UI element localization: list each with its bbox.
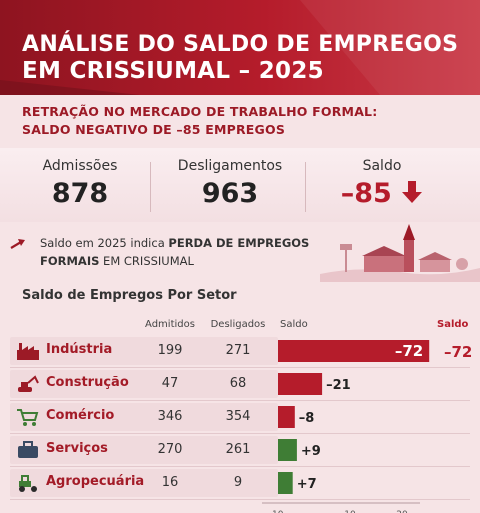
saldo-bar [278,472,293,494]
kpi-desligamentos-label: Desligamentos [177,158,283,174]
table-row [10,436,278,464]
table-row [10,337,278,365]
town-illustration [320,224,480,282]
briefcase-icon [16,440,40,460]
kpi-saldo: Saldo –85 [322,158,442,209]
column-header-desligados: Desligados [210,319,266,330]
subtitle-line-2: SALDO NEGATIVO DE –85 EMPREGOS [22,122,286,137]
saldo-value-label: –21 [326,378,351,393]
kpi-divider [150,162,151,212]
kpi-saldo-label: Saldo [362,158,402,174]
factory-icon [16,341,40,361]
table-row [10,469,278,497]
saldo-value-label: –72 [395,342,423,360]
kpi-admissoes-label: Admissões [42,158,118,174]
chart-title: Saldo de Empregos Por Setor [22,288,237,303]
cart-icon [16,407,40,427]
sector-label: Agropecuária [46,474,145,489]
saldo-value-label: –8 [299,411,315,426]
header-decoration [0,0,480,95]
desligados-value: 271 [225,343,251,358]
title-line-1: ANÁLISE DO SALDO DE EMPREGOS [22,32,459,57]
kpi-saldo-number: –85 [340,178,392,209]
saldo-bar [278,406,295,428]
note-bold-1: PERDA DE EMPREGOS [168,236,310,250]
row-divider [10,367,470,368]
saldo-bar [278,373,323,395]
saldo-bar [278,340,430,362]
admitidos-value: 47 [161,376,179,391]
sector-label: Serviços [46,441,108,456]
kpi-admissoes-value: 878 [51,178,109,209]
desligados-value: 9 [233,475,243,490]
trend-arrow-icon [10,239,25,249]
desligados-value: 68 [229,376,247,391]
kpi-panel: Admissões 878 Desligamentos 963 Saldo –8… [0,148,480,222]
column-header-admitidos: Admitidos [145,319,195,330]
insight-note: Saldo em 2025 indica PERDA DE EMPREGOS F… [40,234,309,270]
table-row [10,370,278,398]
x-tick-label: 20 [396,510,408,513]
desligados-value: 261 [225,442,251,457]
admitidos-value: 199 [157,343,183,358]
row-divider [10,466,470,467]
admitidos-value: 16 [161,475,179,490]
admitidos-value: 346 [157,409,183,424]
title-line-2: EM CRISSIUMAL – 2025 [22,58,324,84]
x-tick-label: 10 [344,510,356,513]
header-banner: ANÁLISE DO SALDO DE EMPREGOS EM CRISSIUM… [0,0,480,95]
kpi-desligamentos-value: 963 [201,178,259,209]
note-text-1: Saldo em 2025 indica [40,236,169,250]
excavator-icon [16,374,40,394]
note-bold-2: FORMAIS [40,254,100,268]
column-header-saldo: Saldo [280,319,308,330]
kpi-desligamentos: Desligamentos 963 [165,158,295,209]
saldo-bar [278,439,297,461]
kpi-divider [305,162,306,212]
sector-label: Comércio [46,408,115,423]
row-divider [10,499,470,500]
saldo-value-label: +9 [301,444,321,459]
x-tick-label: −10 [265,510,284,513]
column-header-saldo-right: Saldo [437,319,469,330]
row-divider [10,433,470,434]
table-row [10,403,278,431]
sector-label: Indústria [46,342,113,357]
saldo-value-label: +7 [297,477,317,492]
row-divider [10,400,470,401]
kpi-admissoes: Admissões 878 [30,158,130,209]
saldo-right-label: –72 [444,343,472,361]
desligados-value: 354 [225,409,251,424]
note-text-2: EM CRISSIUMAL [99,254,194,268]
admitidos-value: 270 [157,442,183,457]
arrow-down-icon [402,181,423,203]
tractor-icon [16,473,40,493]
subtitle-line-1: RETRAÇÃO NO MERCADO DE TRABALHO FORMAL: [22,104,378,119]
subtitle: RETRAÇÃO NO MERCADO DE TRABALHO FORMAL: … [22,103,377,139]
sector-label: Construção [46,375,129,390]
kpi-saldo-value: –85 [322,178,442,209]
